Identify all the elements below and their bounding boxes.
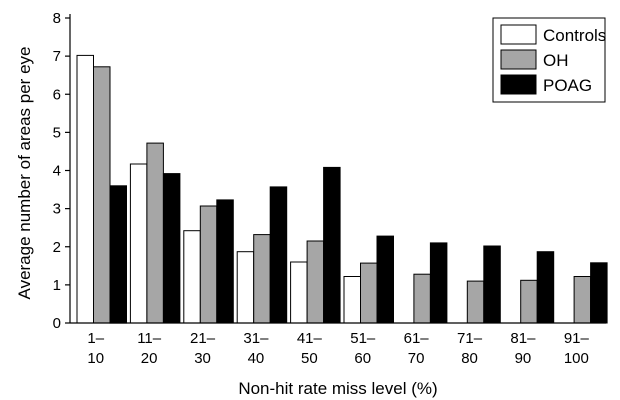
legend: Controls OH POAG bbox=[492, 17, 606, 103]
bar-oh-6 bbox=[360, 262, 378, 324]
bar-oh-2 bbox=[146, 142, 164, 324]
x-tick-label-6: 51– 60 bbox=[350, 330, 376, 367]
x-axis-title: Non-hit rate miss level (%) bbox=[238, 379, 437, 398]
x-tick-label-line: 71– bbox=[457, 330, 483, 347]
bar-poag-1 bbox=[109, 185, 127, 324]
y-tick-label-6: 6 bbox=[53, 86, 61, 103]
y-axis-title: Average number of areas per eye bbox=[15, 47, 34, 300]
x-tick-label-line: 31– bbox=[243, 330, 269, 347]
bar-oh-5 bbox=[306, 240, 325, 324]
bar-oh-7 bbox=[413, 273, 431, 324]
legend-label-poag: POAG bbox=[543, 76, 592, 95]
x-tick-label-line: 50 bbox=[301, 350, 318, 367]
bar-poag-6 bbox=[376, 235, 394, 324]
x-tick-label-line: 20 bbox=[141, 350, 158, 367]
x-tick-label-line: 41– bbox=[297, 330, 323, 347]
bar-oh-8 bbox=[466, 280, 485, 324]
legend-swatch-controls bbox=[500, 24, 537, 45]
bar-controls-6 bbox=[343, 276, 361, 324]
bar-poag-8 bbox=[483, 245, 501, 324]
x-tick-label-line: 30 bbox=[194, 350, 211, 367]
x-tick-label-line: 70 bbox=[408, 350, 425, 367]
bar-poag-5 bbox=[323, 166, 341, 324]
bar-oh-1 bbox=[93, 66, 111, 324]
x-tick-label-line: 80 bbox=[461, 350, 478, 367]
bar-controls-5 bbox=[290, 261, 308, 324]
x-tick-label-9: 81– 90 bbox=[510, 330, 536, 367]
x-tick-label-line: 40 bbox=[248, 350, 265, 367]
x-tick-label-line: 81– bbox=[510, 330, 536, 347]
x-tick-label-8: 71– 80 bbox=[457, 330, 483, 367]
legend-swatch-poag bbox=[500, 74, 537, 95]
y-tick-label-4: 4 bbox=[53, 163, 61, 180]
x-tick-label-line: 21– bbox=[190, 330, 216, 347]
x-tick-label-line: 60 bbox=[354, 350, 371, 367]
bar-controls-4 bbox=[236, 251, 255, 324]
plot-area bbox=[76, 54, 608, 324]
x-tick-label-line: 1– bbox=[87, 330, 104, 347]
legend-label-controls: Controls bbox=[543, 26, 606, 45]
x-tick-label-4: 31– 40 bbox=[243, 330, 269, 367]
x-tick-label-line: 90 bbox=[515, 350, 532, 367]
legend-swatch-oh bbox=[500, 49, 537, 70]
y-tick-label-3: 3 bbox=[53, 201, 61, 218]
bar-poag-9 bbox=[536, 251, 555, 324]
y-tick-label-7: 7 bbox=[53, 48, 61, 65]
x-tick-label-line: 51– bbox=[350, 330, 376, 347]
x-tick-label-1: 1– 10 bbox=[87, 330, 104, 367]
y-tick-label-8: 8 bbox=[53, 10, 61, 27]
bar-controls-1 bbox=[76, 54, 94, 324]
bar-poag-10 bbox=[590, 262, 608, 324]
bar-poag-3 bbox=[216, 199, 234, 324]
bar-poag-7 bbox=[429, 242, 448, 324]
y-tick-label-5: 5 bbox=[53, 124, 61, 141]
x-tick-label-line: 61– bbox=[404, 330, 430, 347]
x-tick-label-2: 11– 20 bbox=[137, 330, 162, 367]
y-tick-label-2: 2 bbox=[53, 239, 61, 256]
bar-oh-4 bbox=[253, 234, 271, 324]
bar-controls-3 bbox=[183, 230, 201, 324]
x-tick-label-3: 21– 30 bbox=[190, 330, 216, 367]
bar-poag-4 bbox=[269, 186, 288, 324]
bar-poag-2 bbox=[162, 173, 181, 324]
bar-oh-9 bbox=[520, 279, 538, 324]
bar-oh-3 bbox=[199, 205, 218, 324]
x-tick-label-line: 10 bbox=[87, 350, 104, 367]
y-tick-label-1: 1 bbox=[53, 277, 61, 294]
legend-label-oh: OH bbox=[543, 51, 569, 70]
bar-controls-2 bbox=[129, 163, 148, 324]
x-tick-label-7: 61– 70 bbox=[404, 330, 430, 367]
x-tick-label-5: 41– 50 bbox=[297, 330, 323, 367]
y-tick-label-0: 0 bbox=[53, 315, 61, 332]
x-tick-label-line: 91– bbox=[564, 330, 590, 347]
x-tick-label-line: 100 bbox=[564, 350, 589, 367]
x-tick-label-line: 11– bbox=[137, 330, 162, 347]
bar-oh-10 bbox=[573, 276, 592, 324]
x-tick-label-10: 91– 100 bbox=[564, 330, 590, 367]
